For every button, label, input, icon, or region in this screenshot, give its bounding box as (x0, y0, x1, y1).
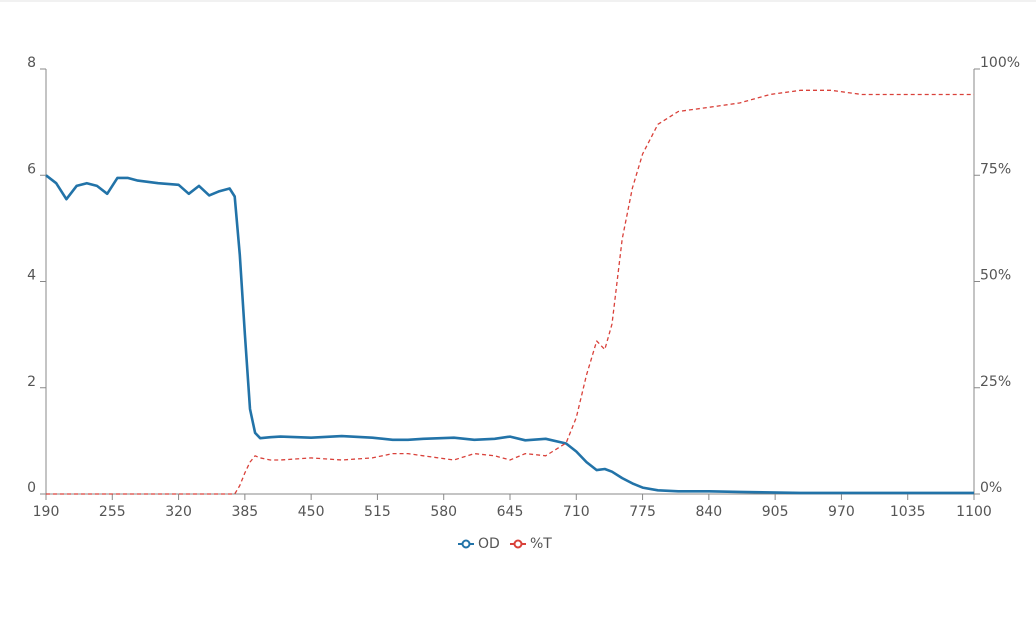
x-tick-label: 840 (695, 504, 722, 520)
y-tick-label: 8 (27, 55, 36, 71)
x-tick-label: 190 (33, 504, 60, 520)
legend-item: %T (510, 536, 552, 552)
legend-marker (461, 539, 471, 549)
x-tick-label: 580 (430, 504, 457, 520)
legend-label: OD (478, 536, 500, 552)
x-tick-label: 1035 (890, 504, 926, 520)
y2-tick-label: 50% (980, 268, 1011, 284)
legend-marker (513, 539, 523, 549)
series-line (46, 89, 974, 495)
legend-item: OD (458, 536, 500, 552)
x-tick-label: 515 (364, 504, 391, 520)
y-tick-label: 6 (27, 161, 36, 177)
legend-label: %T (530, 536, 552, 552)
x-tick-label: 450 (298, 504, 325, 520)
x-tick-label: 775 (629, 504, 656, 520)
series-line (45, 174, 974, 495)
y-tick-label: 0 (27, 480, 36, 496)
x-tick-label: 1100 (956, 504, 992, 520)
y2-tick-label: 100% (980, 55, 1020, 71)
x-tick-label: 905 (762, 504, 789, 520)
x-tick-label: 645 (497, 504, 524, 520)
x-tick-label: 255 (99, 504, 126, 520)
x-tick-label: 970 (828, 504, 855, 520)
x-tick-label: 320 (165, 504, 192, 520)
x-tick-label: 385 (231, 504, 258, 520)
y-tick-label: 2 (27, 374, 36, 390)
y2-tick-label: 0% (980, 480, 1002, 496)
y-tick-label: 4 (27, 268, 36, 284)
y2-tick-label: 75% (980, 161, 1011, 177)
y2-tick-label: 25% (980, 374, 1011, 390)
x-tick-label: 710 (563, 504, 590, 520)
